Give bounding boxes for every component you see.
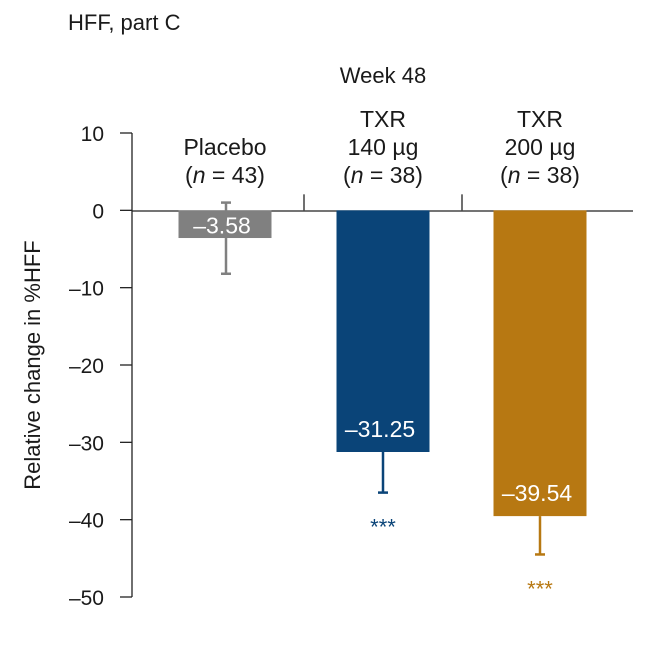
y-ticks: 10 0 –10 –20 –30 –40 –50 (69, 123, 463, 610)
y-tick-label: 0 (92, 200, 104, 223)
category-label: TXR (360, 106, 406, 132)
bar-value-label: –39.54 (502, 480, 573, 506)
y-axis-label: Relative change in %HFF (20, 240, 45, 489)
category-n-label: (n = 38) (343, 162, 423, 188)
category-n-label: (n = 43) (185, 162, 265, 188)
category-n-label: (n = 38) (500, 162, 580, 188)
y-tick-label: –40 (69, 510, 104, 533)
category-label: Placebo (183, 134, 266, 160)
bar-value-label: –3.58 (193, 212, 251, 238)
bar-value-label: –31.25 (345, 416, 415, 442)
panel-title: HFF, part C (68, 10, 181, 35)
significance-marker: *** (527, 576, 553, 601)
y-tick-label: 10 (81, 123, 104, 146)
y-tick-label: –30 (69, 432, 104, 455)
bars: –3.58 –31.25 *** –39.54 *** (178, 201, 587, 601)
y-tick-label: –20 (69, 355, 104, 378)
y-tick-label: –50 (69, 587, 104, 610)
bar (336, 210, 430, 452)
bar (493, 210, 587, 517)
category-label: TXR (517, 106, 563, 132)
group-label: Week 48 (340, 63, 426, 88)
y-tick-label: –10 (69, 278, 104, 301)
category-label: 200 µg (505, 134, 576, 160)
category-label: 140 µg (348, 134, 419, 160)
significance-marker: *** (370, 515, 396, 540)
